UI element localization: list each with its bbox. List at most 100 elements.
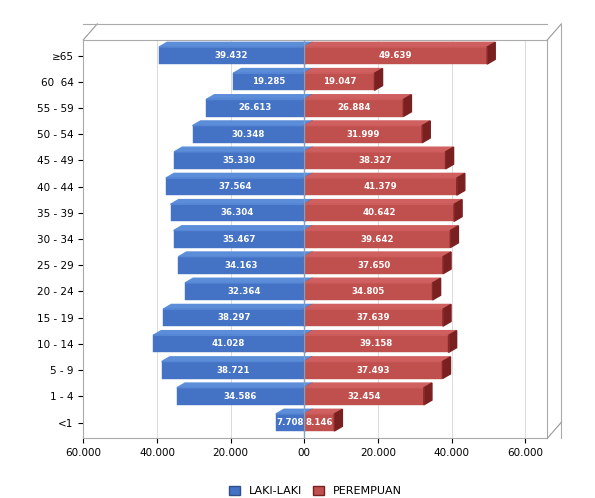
- Text: 32.364: 32.364: [228, 287, 261, 296]
- Polygon shape: [185, 278, 312, 283]
- Polygon shape: [174, 147, 312, 152]
- Polygon shape: [424, 383, 432, 405]
- Bar: [153, 335, 304, 353]
- Polygon shape: [159, 42, 312, 47]
- Bar: [171, 204, 304, 221]
- Bar: [177, 388, 304, 405]
- Polygon shape: [304, 278, 441, 283]
- Bar: [304, 178, 457, 195]
- Text: 34.163: 34.163: [225, 261, 258, 270]
- Polygon shape: [166, 173, 312, 178]
- Polygon shape: [304, 357, 450, 362]
- Bar: [304, 362, 443, 378]
- Text: 36.304: 36.304: [221, 208, 254, 217]
- Polygon shape: [178, 252, 312, 257]
- Text: 30.348: 30.348: [231, 129, 265, 139]
- Polygon shape: [163, 304, 312, 309]
- Bar: [304, 309, 443, 326]
- Polygon shape: [177, 383, 312, 388]
- Bar: [185, 283, 304, 300]
- Bar: [304, 388, 424, 405]
- Bar: [304, 283, 433, 300]
- Bar: [304, 231, 450, 248]
- Text: 39.158: 39.158: [360, 339, 393, 349]
- Polygon shape: [304, 200, 462, 204]
- Bar: [304, 152, 446, 169]
- Polygon shape: [304, 409, 312, 431]
- Bar: [159, 47, 304, 64]
- Text: 7.708: 7.708: [276, 418, 304, 427]
- Bar: [304, 309, 443, 326]
- Bar: [304, 414, 334, 431]
- Bar: [276, 414, 304, 431]
- Bar: [166, 178, 304, 195]
- Text: 19.285: 19.285: [252, 77, 286, 86]
- Polygon shape: [454, 200, 462, 221]
- Polygon shape: [304, 331, 456, 335]
- Polygon shape: [304, 304, 312, 326]
- Bar: [178, 257, 304, 274]
- Polygon shape: [171, 200, 312, 204]
- Polygon shape: [304, 304, 451, 309]
- Polygon shape: [304, 173, 465, 178]
- Polygon shape: [443, 304, 451, 326]
- Bar: [304, 152, 446, 169]
- Bar: [153, 335, 304, 353]
- Text: 38.327: 38.327: [358, 156, 392, 165]
- Polygon shape: [304, 383, 432, 388]
- Text: 38.297: 38.297: [217, 313, 250, 322]
- Polygon shape: [153, 331, 312, 335]
- Polygon shape: [304, 69, 383, 73]
- Text: 37.639: 37.639: [357, 313, 390, 322]
- Bar: [171, 204, 304, 221]
- Bar: [174, 231, 304, 248]
- Bar: [174, 152, 304, 169]
- Polygon shape: [193, 121, 312, 125]
- Bar: [304, 178, 457, 195]
- Bar: [304, 388, 424, 405]
- Polygon shape: [304, 147, 312, 169]
- Polygon shape: [443, 252, 451, 274]
- Polygon shape: [304, 252, 312, 274]
- Text: 34.805: 34.805: [352, 287, 385, 296]
- Polygon shape: [304, 121, 312, 143]
- Text: 37.564: 37.564: [218, 182, 252, 191]
- Polygon shape: [304, 173, 312, 195]
- Text: 32.454: 32.454: [347, 392, 381, 401]
- Bar: [304, 73, 374, 90]
- Polygon shape: [233, 69, 312, 73]
- Text: 39.642: 39.642: [361, 235, 394, 244]
- Polygon shape: [304, 42, 312, 64]
- Polygon shape: [443, 357, 450, 378]
- Bar: [304, 414, 334, 431]
- Bar: [304, 204, 454, 221]
- Polygon shape: [334, 409, 342, 431]
- Text: 8.146: 8.146: [306, 418, 333, 427]
- Bar: [304, 100, 403, 117]
- Text: 39.432: 39.432: [215, 51, 249, 60]
- Text: 19.047: 19.047: [322, 77, 356, 86]
- Text: 35.467: 35.467: [222, 235, 256, 244]
- Bar: [304, 362, 443, 378]
- Bar: [304, 283, 433, 300]
- Polygon shape: [487, 42, 495, 64]
- Polygon shape: [457, 173, 465, 195]
- Text: 37.650: 37.650: [357, 261, 390, 270]
- Bar: [304, 204, 454, 221]
- Polygon shape: [304, 42, 495, 47]
- Polygon shape: [304, 409, 342, 414]
- Bar: [233, 73, 304, 90]
- Polygon shape: [449, 331, 456, 353]
- Bar: [174, 231, 304, 248]
- Bar: [304, 335, 449, 353]
- Bar: [185, 283, 304, 300]
- Bar: [304, 257, 443, 274]
- Bar: [304, 125, 422, 143]
- Text: 26.884: 26.884: [337, 104, 371, 113]
- Bar: [206, 100, 304, 117]
- Bar: [178, 257, 304, 274]
- Polygon shape: [304, 121, 430, 125]
- Bar: [206, 100, 304, 117]
- Bar: [193, 125, 304, 143]
- Bar: [174, 152, 304, 169]
